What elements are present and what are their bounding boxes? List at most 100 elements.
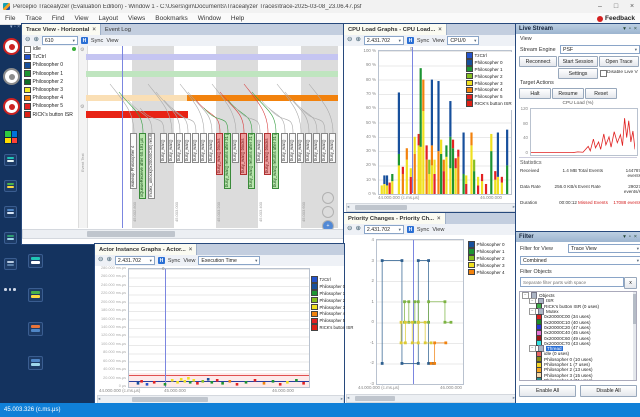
settings-button[interactable]: Settings <box>558 68 598 79</box>
sync-button[interactable]: Sync <box>167 257 181 264</box>
live-view-menu[interactable]: View <box>520 36 532 42</box>
event-label[interactable]: busy_wait() blocks <box>264 133 271 175</box>
scrollbar-thumb[interactable] <box>87 231 175 237</box>
expander-icon[interactable]: − <box>529 308 536 315</box>
zoom-level-combo[interactable]: 610 ▾ <box>41 36 78 45</box>
menu-help[interactable]: Help <box>230 15 245 22</box>
time-cursor[interactable] <box>413 240 414 384</box>
event-label[interactable]: busy_wait() <box>297 133 304 163</box>
legend-actor-philosopher-1[interactable]: Philosopher 1 <box>24 70 78 78</box>
close-icon[interactable]: × <box>438 26 442 33</box>
zoom-in-icon[interactable]: ⊕ <box>106 256 112 264</box>
event-label[interactable]: busy_wait() returns after 31 μs <box>272 133 279 189</box>
event-label[interactable]: busy_wait() <box>289 133 296 163</box>
event-label[interactable]: busy_wait() blocks <box>240 133 247 175</box>
tree-item-thread[interactable]: − Thread <box>522 345 636 352</box>
event-label[interactable]: busy_wait() <box>313 133 320 163</box>
halt-button[interactable]: Halt <box>519 88 551 99</box>
zoom-level-combo[interactable]: 2.431.702 ▾ <box>363 225 404 234</box>
panel-menu-icon[interactable]: ▾ <box>623 234 626 240</box>
scroll-left-icon[interactable]: ◂ <box>98 396 101 402</box>
nav-circle-button[interactable] <box>322 206 334 218</box>
zoom-out-icon[interactable]: ⊖ <box>347 225 353 233</box>
menu-trace[interactable]: Trace <box>25 15 42 22</box>
tree-item-philosopher-4-31-uses-[interactable]: Philosopher 4 (31 uses) <box>522 377 636 380</box>
event-label[interactable]: busy_wait() <box>232 133 239 163</box>
minimized-view-icon-4[interactable] <box>28 356 43 370</box>
maximize-button[interactable]: □ <box>613 3 619 10</box>
view-icon-3[interactable] <box>4 206 17 218</box>
event-label[interactable]: busy_wait() <box>281 133 288 163</box>
cpu-select-combo[interactable]: CPU/0 ▾ <box>447 36 480 45</box>
menu-layout[interactable]: Layout <box>98 15 119 22</box>
minimized-view-icon-1[interactable] <box>28 254 43 268</box>
legend-actor-rick-s-button-isr[interactable]: RICK's button ISR <box>24 111 78 119</box>
menu-window[interactable]: Window <box>197 15 221 22</box>
scroll-right-icon[interactable]: ▸ <box>512 395 515 401</box>
event-label[interactable]: busy_wait() <box>329 133 336 163</box>
disable-live-checkbox[interactable] <box>600 70 607 77</box>
scroll-left-icon[interactable]: ◂ <box>347 395 350 401</box>
metric-combo[interactable]: Execution Time ▾ <box>198 256 261 265</box>
disable-all-button[interactable]: Disable All <box>580 385 637 397</box>
view-icon-1[interactable] <box>4 154 17 166</box>
close-icon[interactable]: × <box>633 234 637 240</box>
event-label[interactable]: busy_wait() <box>192 133 199 163</box>
legend-actor-philosopher-4[interactable]: Philosopher 4 <box>24 94 78 102</box>
clear-filter-button[interactable]: x <box>624 277 637 289</box>
start-session-button[interactable]: Start Session <box>558 56 598 67</box>
time-cursor[interactable] <box>122 46 123 228</box>
gear-icon[interactable]: ⚙ <box>80 104 85 110</box>
tab-priority-changes[interactable]: Priority Changes - Priority Ch... × <box>344 213 446 224</box>
scroll-right-icon[interactable]: ▸ <box>340 396 343 402</box>
zoom-out-icon[interactable]: ⊖ <box>98 256 104 264</box>
legend-actor-philosopher-0[interactable]: Philosopher 0 <box>24 61 78 69</box>
record-button[interactable] <box>3 38 20 55</box>
event-label[interactable]: busy_wait() <box>305 133 312 163</box>
event-label[interactable]: busy_wait() <box>184 133 191 163</box>
zoom-in-icon[interactable]: ⊕ <box>355 36 361 44</box>
expander-icon[interactable]: − <box>529 345 536 352</box>
close-icon[interactable]: × <box>188 246 193 253</box>
tab-cpu-load-graphs[interactable]: CPU Load Graphs - CPU Load... × <box>344 24 447 35</box>
minimized-view-icon-3[interactable] <box>28 322 43 336</box>
layout-grid-button[interactable] <box>4 130 18 144</box>
cpu-h-scrollbar[interactable]: ◂ ▸ <box>346 203 516 212</box>
tab-actor-instance-graphs[interactable]: Actor Instance Graphs - Actor... × <box>95 244 198 255</box>
sync-button[interactable]: Sync <box>416 37 430 44</box>
event-label[interactable]: wakeup Philosopher 4 <box>130 133 137 189</box>
view-menu[interactable]: View <box>432 226 445 233</box>
event-label[interactable]: busy_wait() <box>321 133 328 163</box>
close-icon[interactable]: × <box>92 26 96 33</box>
legend-actor-tzctrl[interactable]: TzCtrl <box>24 53 78 61</box>
menu-bookmarks[interactable]: Bookmarks <box>155 15 188 22</box>
trace-h-scrollbar[interactable] <box>22 229 344 239</box>
legend-actor-idle[interactable]: idle <box>24 46 78 53</box>
event-label[interactable]: busy_wait() returns after 31 μs <box>224 133 231 189</box>
trace-canvas[interactable]: ⚙ ⚙ Event Text idle TzCtrl Philosopher 0 Philo… <box>22 46 344 244</box>
close-icon[interactable]: × <box>437 215 441 222</box>
scrollbar-thumb[interactable] <box>355 396 395 401</box>
open-trace-button[interactable]: Open Trace <box>599 56 639 67</box>
legend-actor-philosopher-3[interactable]: Philosopher 3 <box>24 86 78 94</box>
view-icon-5[interactable] <box>4 258 17 270</box>
legend-actor-philosopher-5[interactable]: Philosopher 5 <box>24 102 78 110</box>
event-label[interactable]: busy_wait() returns after 31 μs <box>248 133 255 189</box>
view-icon-2[interactable] <box>4 180 17 192</box>
close-button[interactable]: × <box>629 3 635 10</box>
event-label[interactable]: busy_wait() <box>160 133 167 163</box>
menu-view[interactable]: View <box>74 15 89 22</box>
filter-mode-combo[interactable]: Combined ▾ <box>520 256 640 265</box>
filter-object-tree[interactable]: − Objects − ISR RICK's button ISR (0 uses) − M… <box>519 291 637 381</box>
pin-icon[interactable]: ▫ <box>628 26 631 32</box>
reconnect-button[interactable]: Reconnect <box>519 56 557 67</box>
pin-icon[interactable]: ▫ <box>628 234 631 240</box>
view-menu[interactable]: View <box>432 37 445 44</box>
time-cursor[interactable] <box>412 47 413 193</box>
event-label[interactable]: mutex_unlock(0x20000C30) returned 0 <box>148 133 155 199</box>
overflow-dots[interactable] <box>4 288 18 292</box>
zoom-in-icon[interactable]: ⊕ <box>33 36 39 44</box>
priority-chart-area[interactable]: 4 3 2 1 0 -1 -2 -3 Philosopher 0 Philosopher 1 Phi… <box>344 235 516 403</box>
sync-button[interactable]: Sync <box>90 37 104 44</box>
zoom-in-icon[interactable]: ⊕ <box>355 225 361 233</box>
